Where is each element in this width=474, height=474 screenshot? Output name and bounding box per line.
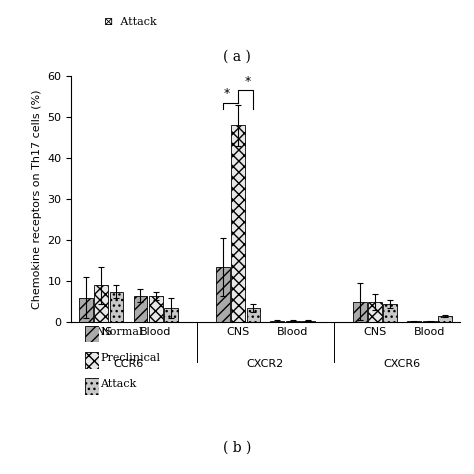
Bar: [271, 321, 284, 322]
Text: Preclinical: Preclinical: [100, 353, 160, 364]
Text: *: *: [224, 88, 230, 100]
Bar: [79, 298, 92, 322]
Text: *: *: [244, 75, 250, 88]
Bar: [246, 308, 260, 322]
Bar: [216, 267, 229, 322]
Bar: [286, 321, 300, 322]
Bar: [301, 321, 315, 322]
Y-axis label: Chemokine receptors on Th17 cells (%): Chemokine receptors on Th17 cells (%): [32, 89, 42, 309]
Bar: [353, 302, 366, 322]
Bar: [149, 296, 163, 322]
Bar: [438, 316, 452, 322]
Bar: [231, 125, 245, 322]
Bar: [408, 321, 421, 322]
Bar: [164, 308, 178, 322]
Text: ⊠  Attack: ⊠ Attack: [104, 17, 157, 27]
Bar: [109, 292, 123, 322]
Text: Normal: Normal: [100, 327, 143, 337]
Bar: [383, 304, 397, 322]
Bar: [423, 321, 437, 322]
Text: CCR6: CCR6: [113, 359, 144, 369]
Text: ( b ): ( b ): [223, 441, 251, 455]
Bar: [134, 296, 147, 322]
Bar: [94, 285, 108, 322]
Text: CXCR6: CXCR6: [384, 359, 421, 369]
Text: CXCR2: CXCR2: [247, 359, 284, 369]
Text: Attack: Attack: [100, 379, 137, 390]
Text: ( a ): ( a ): [223, 50, 251, 64]
Bar: [368, 302, 382, 322]
